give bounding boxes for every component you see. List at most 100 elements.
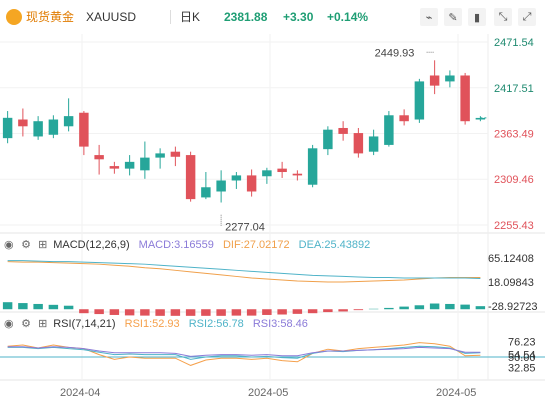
macd-histogram-bar xyxy=(414,305,425,310)
candle xyxy=(231,172,242,189)
symbol-name[interactable]: 现货黄金 xyxy=(26,10,75,24)
price-axis-label: 2471.54 xyxy=(494,37,534,49)
macd-histogram-bar xyxy=(155,309,165,316)
candle xyxy=(185,151,196,202)
macd-value: MACD:3.16559 xyxy=(138,239,214,251)
candle-body xyxy=(124,161,135,169)
price-change-pct: +0.14% xyxy=(327,10,369,24)
candle-body xyxy=(368,136,379,152)
rsi-axis-label: 54.54 xyxy=(508,349,536,361)
macd-histogram-bar xyxy=(124,309,135,316)
x-axis-label: 2024-05 xyxy=(436,387,476,399)
rsi1-value: RSI1:52.93 xyxy=(124,318,180,330)
macd-histogram-bar xyxy=(140,309,150,316)
rsi-axis-label: 32.85 xyxy=(508,362,536,374)
price-change: +3.30 xyxy=(283,10,314,24)
candle-body xyxy=(414,81,425,120)
candle xyxy=(63,98,74,132)
macd-histogram-bar xyxy=(18,303,28,310)
macd-histogram-bar xyxy=(185,309,196,316)
candle xyxy=(338,121,348,141)
high-label: 2449.93 xyxy=(375,47,415,59)
candle-body xyxy=(201,187,211,198)
fullscreen-icon[interactable]: ⤢ xyxy=(518,8,536,26)
candle xyxy=(155,148,165,169)
candle xyxy=(414,78,425,123)
dif-line xyxy=(7,261,481,283)
macd-histogram-bar xyxy=(201,309,211,316)
logo-icon xyxy=(6,9,22,25)
macd-axis-label: 65.12408 xyxy=(488,253,534,265)
eye-icon[interactable]: ◉ xyxy=(4,239,14,251)
candle xyxy=(2,111,13,144)
candle-body xyxy=(48,119,59,135)
candle xyxy=(109,161,120,174)
macd-axis-label: 18.09843 xyxy=(488,277,534,289)
draw-icon[interactable]: ✎ xyxy=(444,8,462,26)
price-axis-label: 2255.43 xyxy=(494,220,534,232)
candle-body xyxy=(323,129,333,150)
candle xyxy=(429,60,440,95)
candle-body xyxy=(185,155,196,200)
candle-body xyxy=(33,121,43,137)
settings-icon[interactable]: ⚙ xyxy=(21,239,31,251)
candle-body xyxy=(216,180,226,192)
add-icon[interactable]: ⊞ xyxy=(38,318,48,330)
candle-body xyxy=(307,148,318,185)
macd-histogram-bar xyxy=(262,309,272,315)
candle-body xyxy=(262,170,272,177)
candle-body xyxy=(63,116,74,127)
candle xyxy=(262,167,272,184)
candle-body xyxy=(353,133,364,154)
rsi3-line xyxy=(7,346,481,357)
candle-body xyxy=(384,115,394,145)
symbol-code: XAUUSD xyxy=(86,10,137,24)
candle xyxy=(384,111,394,147)
macd-histogram-bar xyxy=(323,309,333,313)
macd-histogram-bar xyxy=(170,309,181,316)
candle-body xyxy=(399,115,409,122)
candle-body xyxy=(170,151,181,157)
candle xyxy=(445,70,455,88)
settings-icon[interactable]: ⚙ xyxy=(21,318,31,330)
macd-histogram-bar xyxy=(353,309,364,311)
eye-icon[interactable]: ◉ xyxy=(4,318,14,330)
macd-histogram-bar xyxy=(216,309,226,316)
macd-histogram-bar xyxy=(460,304,470,310)
dea-value: DEA:25.43892 xyxy=(298,239,371,251)
candle xyxy=(170,146,181,167)
expand-icon[interactable]: ⤡ xyxy=(494,8,512,26)
rsi1-line xyxy=(7,342,481,366)
rsi-axis-label: 50.00 xyxy=(508,352,536,364)
price-axis-label: 2363.49 xyxy=(494,128,534,140)
candle xyxy=(353,127,364,158)
candle-body xyxy=(18,119,28,127)
macd-histogram-bar xyxy=(429,303,440,310)
area-chart-icon[interactable]: ⌁ xyxy=(420,8,438,26)
candle-body xyxy=(231,175,242,181)
add-icon[interactable]: ⊞ xyxy=(38,239,48,251)
candle xyxy=(475,116,486,122)
macd-histogram-bar xyxy=(445,303,455,310)
macd-histogram-bar xyxy=(277,309,287,315)
macd-histogram-bar xyxy=(48,304,59,310)
last-price: 2381.88 xyxy=(224,10,268,24)
candle-body xyxy=(445,75,455,82)
macd-histogram-bar xyxy=(338,309,348,312)
macd-label: MACD(12,26,9) xyxy=(53,239,130,251)
period-selector[interactable]: 日K xyxy=(180,10,201,24)
candle xyxy=(94,144,104,175)
candle-type-icon[interactable]: ▮ xyxy=(468,8,486,26)
rsi-label: RSI(7,14,21) xyxy=(53,318,116,330)
rsi2-value: RSI2:56.78 xyxy=(188,318,244,330)
macd-histogram-bar xyxy=(63,305,74,310)
chart-header: 现货黄金 XAUUSD 日K 2381.88 +3.30 +0.14% ⌁ ✎ … xyxy=(0,0,545,34)
candle xyxy=(368,129,379,156)
candle-body xyxy=(140,157,150,171)
candle-body xyxy=(338,127,348,134)
x-axis-label: 2024-05 xyxy=(248,387,288,399)
macd-histogram-bar xyxy=(475,306,486,310)
candle-body xyxy=(94,155,104,160)
candle xyxy=(124,155,135,176)
